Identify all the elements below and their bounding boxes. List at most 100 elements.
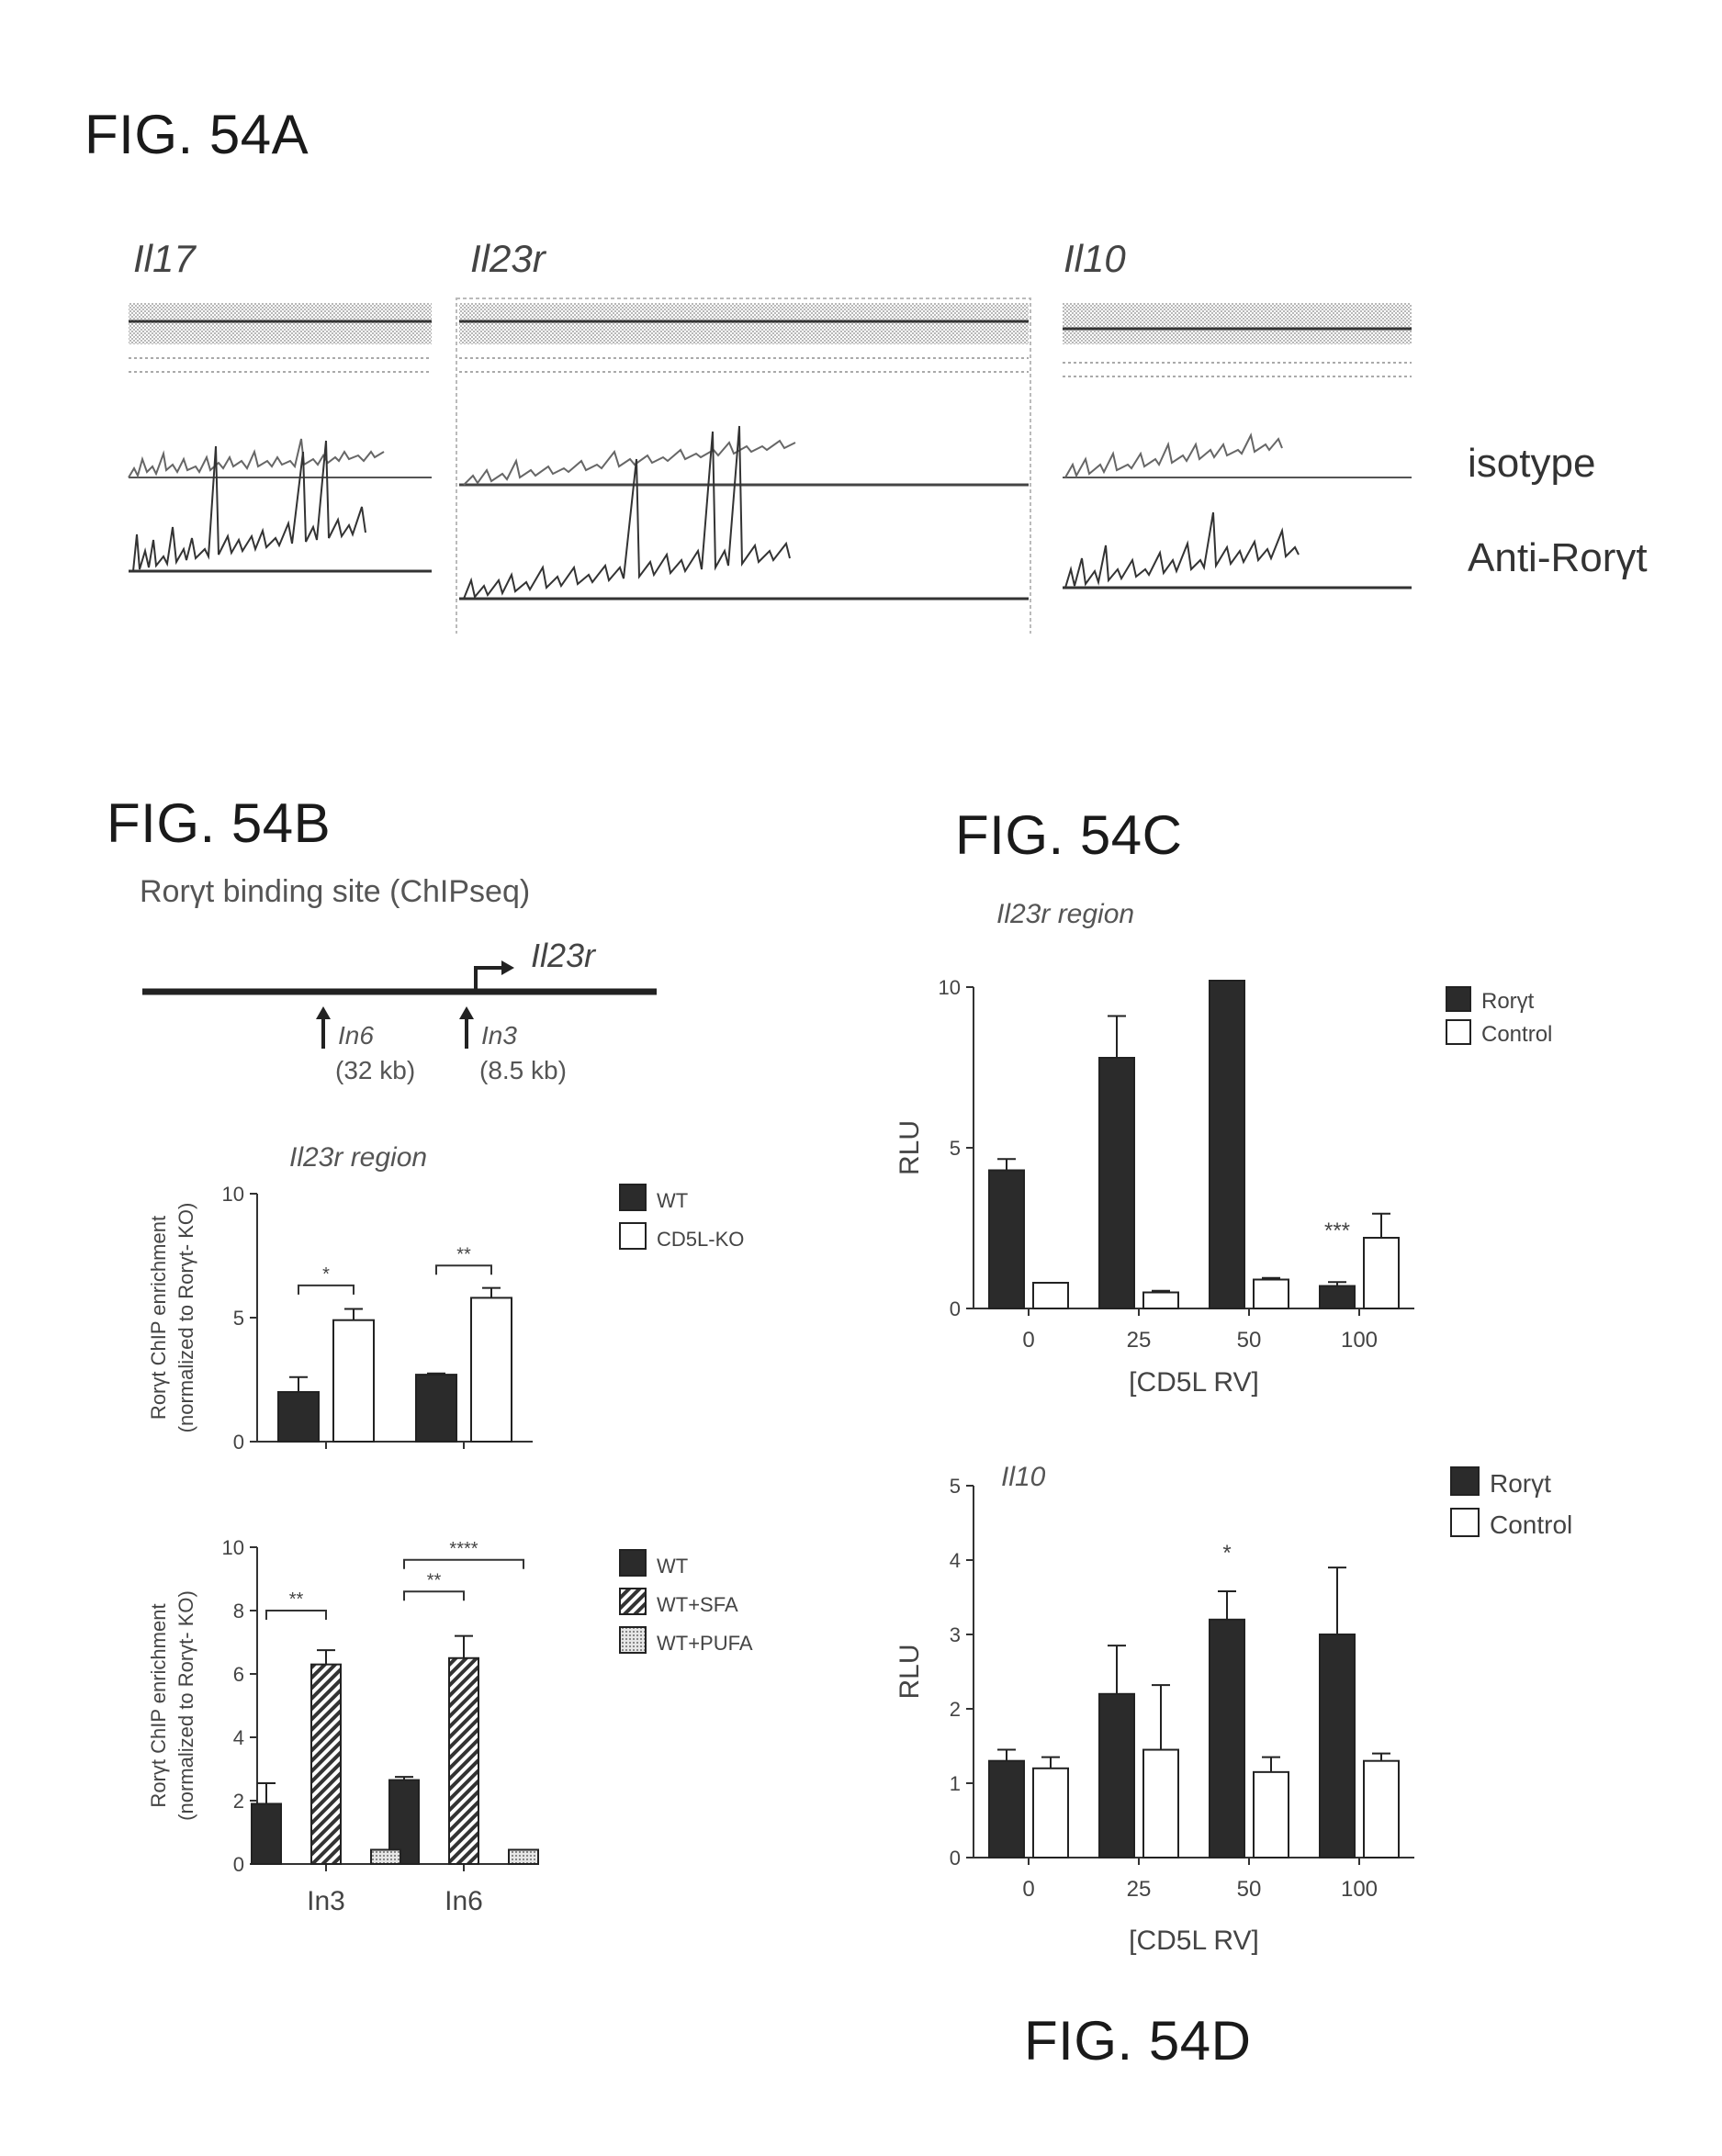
significance-bracket xyxy=(298,1286,354,1295)
bar-ror-t xyxy=(1210,981,1244,1308)
bar-control xyxy=(1033,1769,1068,1858)
significance-label: ** xyxy=(289,1589,304,1610)
y-axis-label: (normalized to Rorγt- KO) xyxy=(174,1203,197,1433)
bar-control xyxy=(1254,1772,1289,1858)
legend-swatch xyxy=(1451,1509,1479,1536)
x-tick-label: 0 xyxy=(1022,1328,1034,1353)
chart-c: Il23r region051002550100RLU[CD5L RV]***R… xyxy=(882,895,1616,1414)
bar-wt xyxy=(416,1375,456,1442)
tss-arrow-icon xyxy=(476,968,505,992)
y-tick-label: 8 xyxy=(233,1600,244,1623)
significance-bracket xyxy=(404,1560,523,1569)
site-dist-in3: (8.5 kb) xyxy=(479,1056,567,1085)
fig-54b-title: FIG. 54B xyxy=(107,792,331,855)
fig-54c-title: FIG. 54C xyxy=(955,803,1182,867)
binding-site-subtitle: Rorγt binding site (ChIPseq) xyxy=(140,874,530,910)
x-tick-label: 25 xyxy=(1127,1328,1152,1353)
bar-ror-t xyxy=(1099,1058,1134,1308)
significance-label: * xyxy=(322,1264,330,1285)
y-tick-label: 4 xyxy=(950,1549,961,1572)
chart-d-svg: Il1001234502550100RLU[CD5L RV]*RorγtCont… xyxy=(882,1451,1616,1965)
chipseq-tracks xyxy=(124,294,1428,634)
bar-ror-t xyxy=(1320,1286,1355,1309)
y-tick-label: 2 xyxy=(233,1790,244,1813)
y-tick-label: 2 xyxy=(950,1698,961,1721)
bar-wt-pufa xyxy=(509,1849,538,1864)
legend-label: Control xyxy=(1490,1510,1572,1539)
y-tick-label: 0 xyxy=(233,1431,244,1454)
chart-b1: Il23r region 0 5 10 Rorγt ChIP enrichment(no… xyxy=(78,1139,813,1501)
bar-control xyxy=(1364,1761,1399,1858)
y-tick-label: 10 xyxy=(222,1536,244,1559)
x-tick-label: 50 xyxy=(1237,1328,1262,1353)
x-tick-label: 0 xyxy=(1022,1877,1034,1902)
x-tick-label: 100 xyxy=(1341,1877,1378,1902)
bar-ror-t xyxy=(989,1761,1024,1858)
bar-cd5l-ko xyxy=(333,1320,374,1442)
significance-label: **** xyxy=(449,1539,478,1559)
x-tick-label: 50 xyxy=(1237,1877,1262,1902)
legend-label: CD5L-KO xyxy=(657,1228,744,1251)
significance-bracket xyxy=(404,1591,464,1600)
chart-c-svg: Il23r region051002550100RLU[CD5L RV]***R… xyxy=(882,895,1616,1409)
site-label-in6: In6 xyxy=(338,1021,374,1050)
significance-label: * xyxy=(1222,1541,1231,1566)
significance-label: *** xyxy=(1324,1218,1350,1243)
legend-swatch xyxy=(1446,987,1470,1011)
significance-bracket xyxy=(436,1265,491,1275)
y-tick-label: 5 xyxy=(233,1307,244,1330)
y-axis-label: Rorγt ChIP enrichment xyxy=(147,1216,170,1420)
significance-label: ** xyxy=(456,1244,471,1264)
legend-label: WT xyxy=(657,1555,688,1578)
x-axis-label: [CD5L RV] xyxy=(1129,1926,1259,1956)
y-axis-label: Rorγt ChIP enrichment xyxy=(147,1603,170,1807)
y-tick-label: 6 xyxy=(233,1663,244,1686)
bar-ror-t xyxy=(1320,1634,1355,1858)
bar-control xyxy=(1254,1280,1289,1309)
legend-swatch xyxy=(620,1223,646,1249)
y-tick-label: 10 xyxy=(939,976,961,999)
bar-wt-sfa xyxy=(311,1665,341,1864)
y-tick-label: 10 xyxy=(222,1183,244,1206)
legend-swatch xyxy=(1446,1020,1470,1044)
chart-title: Il23r region xyxy=(289,1142,427,1173)
legend-swatch xyxy=(620,1627,646,1653)
chart-b2-svg: 0246810In3In6Rorγt ChIP enrichment(norma… xyxy=(78,1524,813,1956)
bar-ror-t xyxy=(1210,1620,1244,1858)
bar-control xyxy=(1033,1283,1068,1308)
y-tick-label: 0 xyxy=(950,1297,961,1320)
site-label-in3: In3 xyxy=(481,1021,517,1050)
site-dist-in6: (32 kb) xyxy=(335,1056,415,1085)
track-label-anti-rorgt: Anti-Rorγt xyxy=(1468,535,1648,581)
bar-cd5l-ko xyxy=(471,1297,512,1442)
legend-label: Rorγt xyxy=(1490,1469,1551,1498)
y-tick-label: 1 xyxy=(950,1772,961,1795)
x-tick-label: In6 xyxy=(445,1886,483,1916)
legend-label: Rorγt xyxy=(1481,989,1535,1014)
y-tick-label: 3 xyxy=(950,1623,961,1646)
significance-bracket xyxy=(266,1611,326,1620)
legend-label: WT xyxy=(657,1189,688,1212)
y-axis-label: RLU xyxy=(895,1120,925,1175)
track-panel-il17 xyxy=(129,303,432,571)
bar-control xyxy=(1143,1293,1178,1309)
bar-wt-pufa xyxy=(371,1849,400,1864)
legend-label: Control xyxy=(1481,1022,1552,1047)
x-tick-label: 25 xyxy=(1127,1877,1152,1902)
legend-label: WT+PUFA xyxy=(657,1632,753,1655)
bar-ror-t xyxy=(989,1171,1024,1309)
chart-title: Il10 xyxy=(1001,1462,1046,1492)
bar-control xyxy=(1143,1750,1178,1858)
fig-54d-title: FIG. 54D xyxy=(1024,2009,1251,2072)
x-tick-label: 100 xyxy=(1341,1328,1378,1353)
significance-label: ** xyxy=(427,1570,442,1590)
tss-gene-label: Il23r xyxy=(531,937,595,975)
legend-swatch xyxy=(620,1550,646,1576)
legend-swatch xyxy=(620,1185,646,1210)
gene-label-il10: Il10 xyxy=(1064,237,1126,281)
legend-swatch xyxy=(1451,1467,1479,1495)
chart-b2: 0246810In3In6Rorγt ChIP enrichment(norma… xyxy=(78,1524,813,1960)
y-axis-label: RLU xyxy=(895,1644,925,1699)
bar-control xyxy=(1364,1238,1399,1308)
y-tick-label: 0 xyxy=(233,1853,244,1876)
